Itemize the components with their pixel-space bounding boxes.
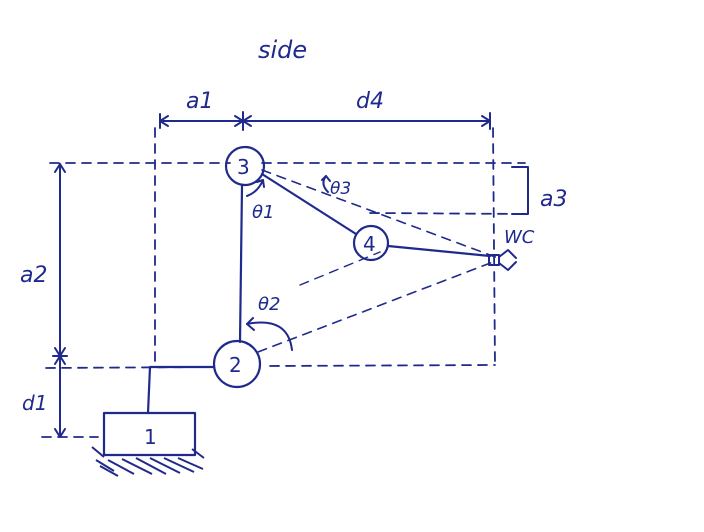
- joint-3: [224, 145, 266, 187]
- top-dimension-line: [159, 111, 491, 131]
- theta1-arc: [246, 179, 265, 197]
- label-a2: a2: [20, 263, 47, 288]
- label-d4: d4: [356, 89, 384, 114]
- joint-3-label: 3: [237, 155, 250, 179]
- theta3-arc: [321, 175, 331, 193]
- label-d1: d1: [22, 391, 47, 415]
- theta2-arc: [246, 317, 293, 351]
- label-wc: WC: [504, 227, 535, 248]
- label-a3: a3: [540, 187, 567, 212]
- joint-4: [352, 224, 390, 262]
- joint-4-label: 4: [363, 232, 376, 256]
- label-theta1: θ1: [252, 202, 274, 223]
- joint-1-label: 1: [144, 425, 157, 449]
- label-theta3: θ3: [330, 179, 351, 199]
- base-link-1: [91, 411, 205, 477]
- wrist-center-gripper: [488, 249, 517, 271]
- label-a1: a1: [186, 89, 213, 114]
- diagram-title: side: [258, 36, 307, 64]
- left-dimension-line: [52, 163, 68, 438]
- joint-2-label: 2: [229, 353, 242, 377]
- dashed-guides: [41, 127, 528, 438]
- joint-2: [212, 339, 262, 389]
- a3-dimension-bracket: [511, 166, 529, 215]
- arm-links: [146, 172, 492, 415]
- label-theta2: θ2: [258, 294, 280, 315]
